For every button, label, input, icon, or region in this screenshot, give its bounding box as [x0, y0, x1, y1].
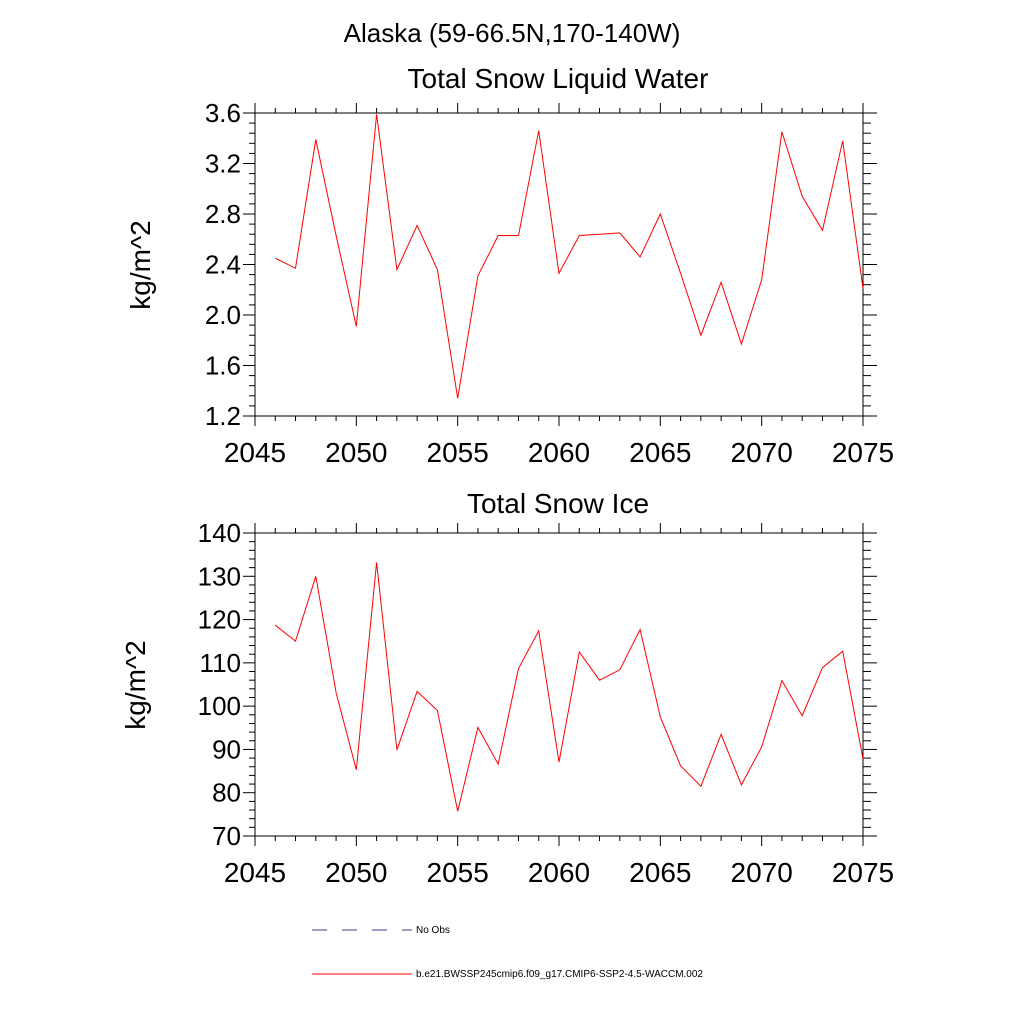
- chart-title-snow-ice: Total Snow Ice: [467, 488, 649, 519]
- y-tick-label: 120: [198, 605, 241, 635]
- x-tick-label: 2050: [325, 857, 387, 888]
- legend-label-model-run: b.e21.BWSSP245cmip6.f09_g17.CMIP6-SSP2-4…: [416, 969, 703, 980]
- x-tick-label: 2060: [528, 437, 590, 468]
- axis-tick-labels-liquid-water: 2045 2050 2055 2060 2065 2070 2075 1.2 1.6 2.0 2.4…: [205, 98, 894, 468]
- y-tick-label: 110: [200, 648, 241, 678]
- y-tick-label: 70: [212, 821, 241, 851]
- series-line-snow-ice: [274, 562, 864, 812]
- chart-panel-liquid-water: Total Snow Liquid Water kg/m^2 2045 2050 2…: [125, 63, 894, 468]
- x-tick-label: 2070: [731, 437, 793, 468]
- series-group-liquid-water: [275, 114, 864, 399]
- x-tick-label: 2075: [832, 857, 894, 888]
- x-tick-label: 2075: [832, 437, 894, 468]
- y-tick-label: 2.4: [205, 250, 241, 280]
- x-tick-label: 2050: [325, 437, 387, 468]
- axis-ticks-snow-ice: [243, 523, 877, 846]
- x-tick-label: 2055: [427, 857, 489, 888]
- y-tick-label: 90: [212, 734, 241, 764]
- x-tick-label: 2045: [224, 857, 286, 888]
- legend-label-no-obs: No Obs: [416, 925, 450, 936]
- y-tick-label: 100: [198, 691, 241, 721]
- x-tick-label: 2060: [528, 857, 590, 888]
- y-tick-label: 2.8: [205, 199, 241, 229]
- plot-frame-liquid-water: [254, 112, 864, 417]
- chart-title-liquid-water: Total Snow Liquid Water: [408, 63, 709, 94]
- series-line-liquid-water: [275, 114, 864, 399]
- axis-ticks-liquid-water: [243, 103, 877, 426]
- x-tick-label: 2070: [731, 857, 793, 888]
- y-axis-label-liquid-water: kg/m^2: [125, 220, 156, 309]
- x-tick-label: 2065: [629, 857, 691, 888]
- y-tick-label: 2.0: [205, 300, 241, 330]
- chart-panel-snow-ice: Total Snow Ice kg/m^2 2045 2050 2055 2060 20…: [120, 488, 894, 888]
- y-tick-label: 1.6: [205, 351, 241, 381]
- y-tick-label: 3.2: [205, 149, 241, 179]
- y-tick-label: 130: [198, 561, 241, 591]
- x-tick-label: 2045: [224, 437, 286, 468]
- y-tick-label: 80: [212, 778, 241, 808]
- plot-frame-snow-ice: [254, 532, 864, 837]
- page-title: Alaska (59-66.5N,170-140W): [344, 18, 681, 48]
- y-tick-label: 3.6: [205, 98, 241, 128]
- y-tick-label: 1.2: [205, 401, 241, 431]
- y-tick-label: 140: [198, 518, 241, 548]
- axis-tick-labels-snow-ice: 2045 2050 2055 2060 2065 2070 2075 70 80 90 100 110…: [198, 518, 895, 888]
- legend: No Obs b.e21.BWSSP245cmip6.f09_g17.CMIP6…: [312, 925, 703, 980]
- y-axis-label-snow-ice: kg/m^2: [120, 640, 151, 729]
- x-tick-label: 2065: [629, 437, 691, 468]
- series-group-snow-ice: [274, 562, 864, 812]
- x-tick-label: 2055: [427, 437, 489, 468]
